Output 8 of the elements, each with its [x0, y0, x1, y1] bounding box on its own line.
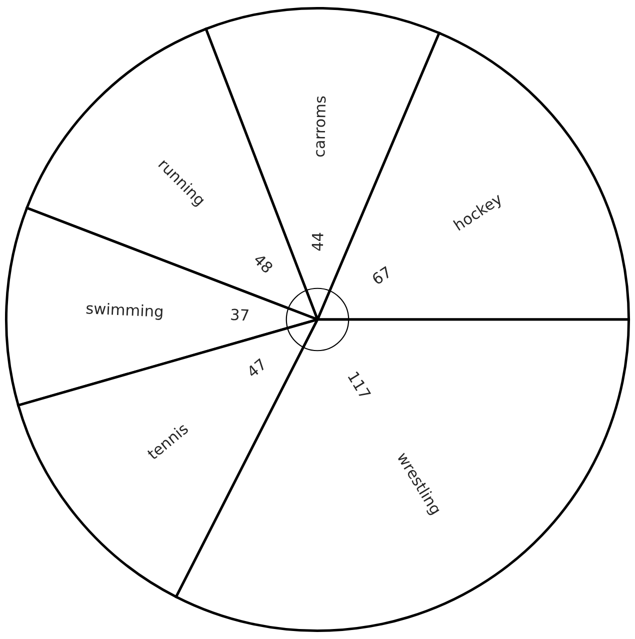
slice-label: carroms [316, 96, 326, 157]
data-label: 47 [246, 358, 267, 378]
data-label: 48 [252, 253, 274, 274]
data-label: 117 [348, 371, 371, 400]
data-label: 37 [231, 308, 248, 321]
slice-label: swimming [86, 302, 163, 320]
data-label: 44 [312, 232, 324, 251]
data-label: 67 [371, 266, 392, 286]
